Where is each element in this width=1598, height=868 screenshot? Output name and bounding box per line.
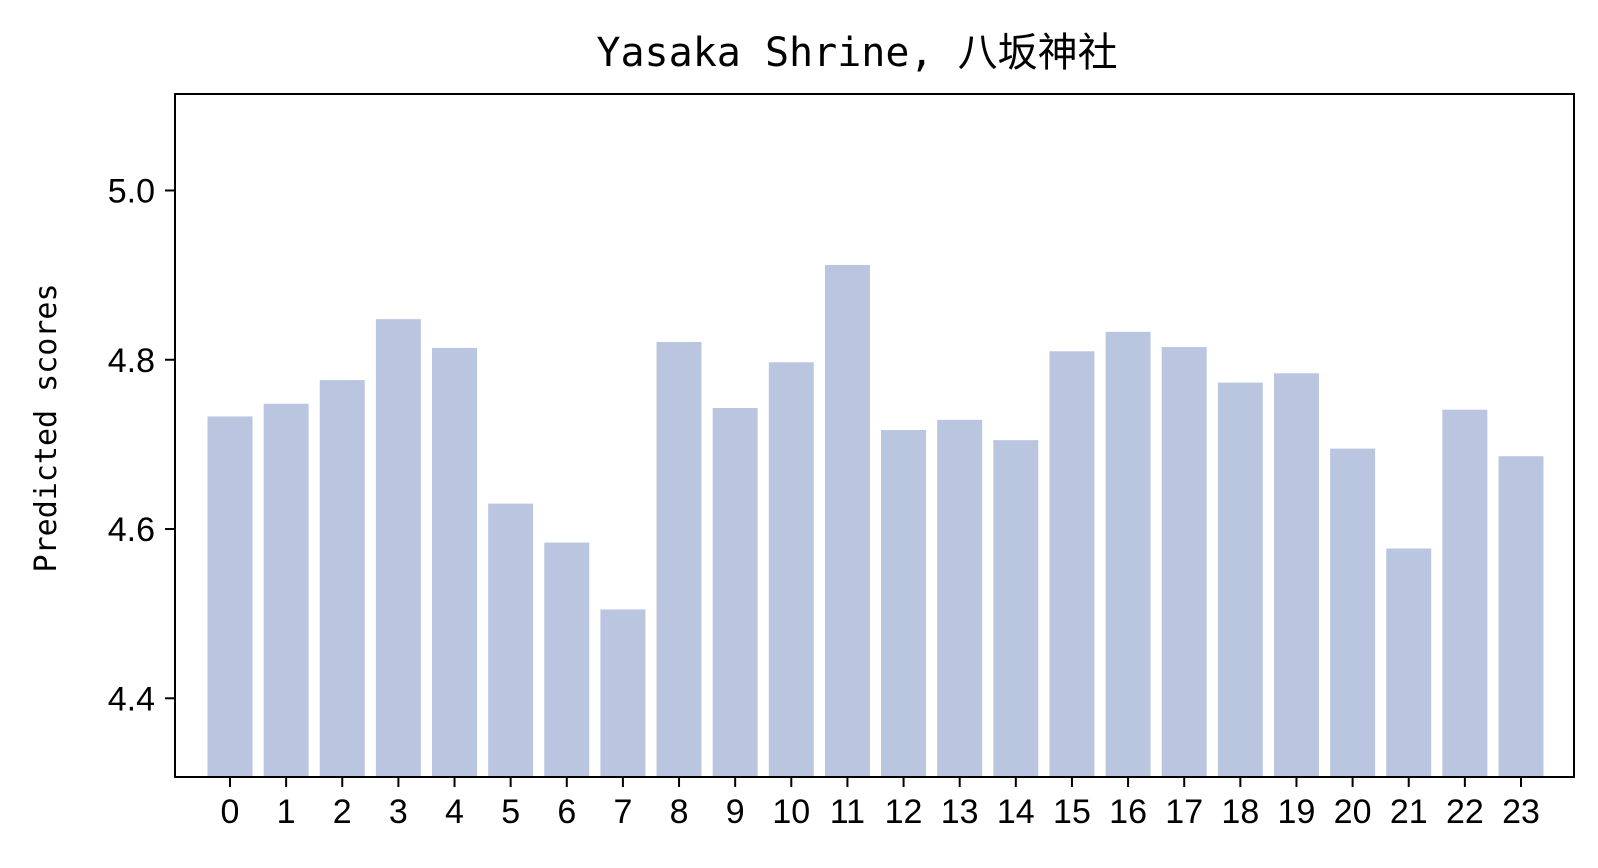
bar-1: [263, 403, 309, 777]
y-tick-label-4.8: 4.8: [108, 342, 155, 380]
bar-6: [544, 542, 590, 777]
x-tick-label-15: 15: [1053, 793, 1091, 831]
y-axis-label: Predicted scores: [29, 284, 64, 573]
x-tick-label-3: 3: [389, 793, 408, 831]
x-tick-label-7: 7: [613, 793, 632, 831]
bar-16: [1105, 331, 1151, 777]
bar-3: [375, 319, 421, 777]
bar-7: [600, 609, 646, 777]
x-axis: 0 1 2 3 4 5 6 7 8 9 10 11 12 13 14 15 16 17 18 19 20 21 22 23: [221, 777, 1540, 831]
y-tick-label-4.4: 4.4: [108, 680, 155, 718]
bar-23: [1498, 456, 1544, 777]
bar-9: [712, 407, 758, 777]
x-tick-label-10: 10: [772, 793, 810, 831]
x-tick-label-23: 23: [1502, 793, 1540, 831]
bar-8: [656, 341, 702, 777]
bar-12: [881, 429, 927, 777]
bar-17: [1161, 347, 1207, 777]
x-tick-label-22: 22: [1446, 793, 1484, 831]
bar-21: [1386, 548, 1432, 777]
x-tick-label-16: 16: [1109, 793, 1147, 831]
x-tick-label-6: 6: [557, 793, 576, 831]
bar-15: [1049, 351, 1095, 777]
bar-20: [1330, 448, 1376, 777]
x-tick-label-11: 11: [830, 793, 865, 831]
y-axis: 4.4 4.6 4.8 5.0: [108, 172, 175, 718]
x-tick-label-1: 1: [277, 793, 296, 831]
bar-13: [937, 419, 983, 777]
x-tick-label-2: 2: [333, 793, 352, 831]
bar-10: [768, 362, 814, 777]
plot-frame: [174, 93, 1575, 778]
bars-group: [207, 264, 1544, 778]
x-tick-label-13: 13: [941, 793, 979, 831]
x-tick-label-14: 14: [997, 793, 1035, 831]
x-tick-label-21: 21: [1390, 793, 1428, 831]
y-tick-label-4.6: 4.6: [108, 511, 155, 549]
bar-5: [488, 503, 534, 777]
x-tick-label-9: 9: [726, 793, 745, 831]
bar-22: [1442, 409, 1488, 777]
x-tick-label-18: 18: [1221, 793, 1259, 831]
x-tick-label-12: 12: [885, 793, 923, 831]
bar-19: [1273, 373, 1319, 777]
bar-18: [1217, 382, 1263, 777]
chart-title: Yasaka Shrine, 八坂神社: [596, 30, 1117, 76]
x-tick-label-8: 8: [670, 793, 689, 831]
bar-14: [993, 440, 1039, 777]
x-tick-label-19: 19: [1278, 793, 1316, 831]
x-tick-label-4: 4: [445, 793, 464, 831]
bar-4: [432, 347, 478, 777]
y-tick-label-5.0: 5.0: [108, 172, 155, 210]
bar-11: [824, 264, 870, 778]
x-tick-label-17: 17: [1165, 793, 1203, 831]
x-tick-label-5: 5: [501, 793, 520, 831]
x-tick-label-0: 0: [221, 793, 240, 831]
bar-0: [207, 416, 253, 777]
x-tick-label-20: 20: [1334, 793, 1372, 831]
bar-2: [319, 380, 365, 777]
